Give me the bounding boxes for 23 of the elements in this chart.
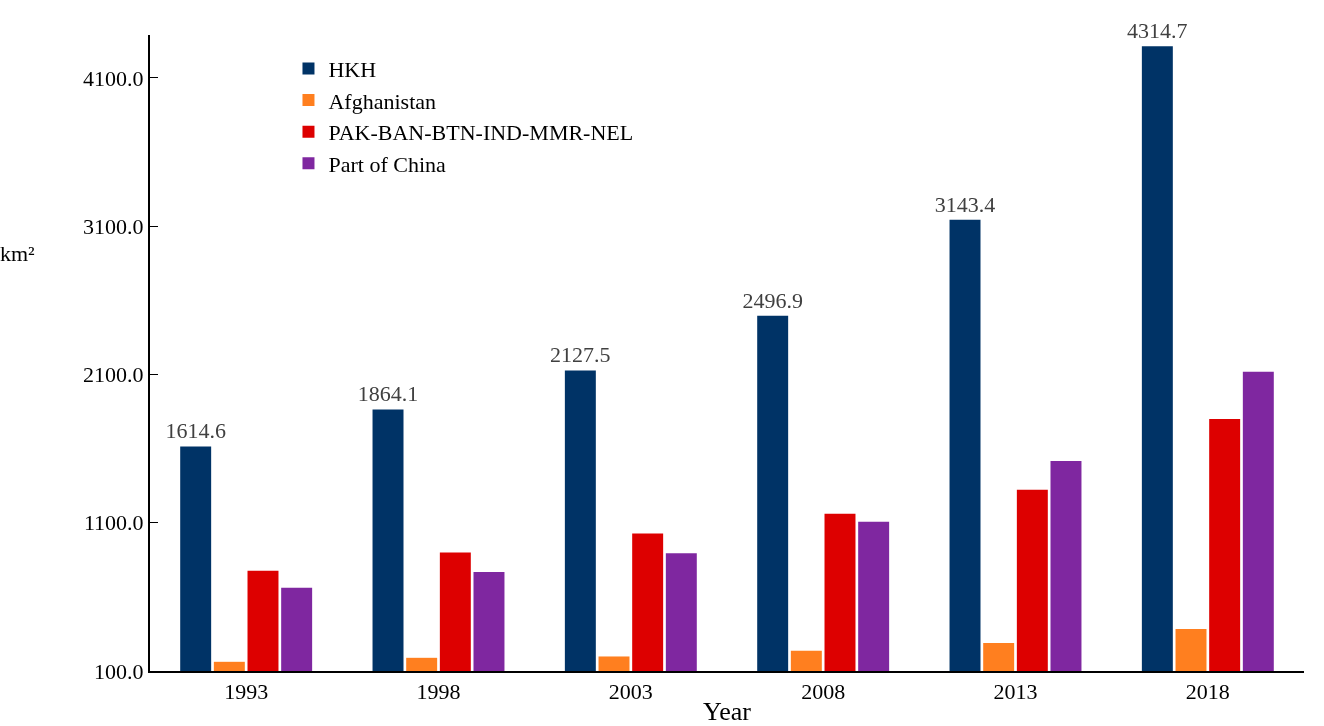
legend-label: Afghanistan bbox=[328, 88, 437, 114]
y-tick-label: 1100.0 bbox=[83, 510, 144, 536]
legend-label: Part of China bbox=[328, 151, 447, 177]
y-tick-label: 3100.0 bbox=[83, 213, 144, 239]
x-tick-label: 1998 bbox=[416, 679, 461, 705]
x-tick-label: 2013 bbox=[993, 679, 1038, 705]
data-label: 1864.1 bbox=[357, 381, 419, 407]
y-tick-label: 100.0 bbox=[94, 658, 144, 684]
y-tick-label: 4100.0 bbox=[83, 65, 144, 91]
y-tick-label: 2100.0 bbox=[83, 362, 144, 388]
legend-label: PAK-BAN-BTN-IND-MMR-NEL bbox=[328, 120, 634, 146]
data-label: 4314.7 bbox=[1127, 18, 1188, 44]
data-label: 1614.6 bbox=[165, 418, 226, 444]
x-axis-title: Year bbox=[703, 697, 752, 726]
x-tick-label: 2018 bbox=[1185, 679, 1230, 705]
y-axis-title: km² bbox=[0, 241, 36, 266]
x-tick-label: 1993 bbox=[224, 679, 269, 705]
legend-label: HKH bbox=[328, 57, 377, 83]
data-label: 3143.4 bbox=[934, 191, 996, 217]
data-label: 2496.9 bbox=[742, 287, 803, 313]
x-tick-label: 2008 bbox=[801, 679, 846, 705]
x-tick-label: 2003 bbox=[608, 679, 653, 705]
data-label: 2127.5 bbox=[550, 342, 611, 368]
